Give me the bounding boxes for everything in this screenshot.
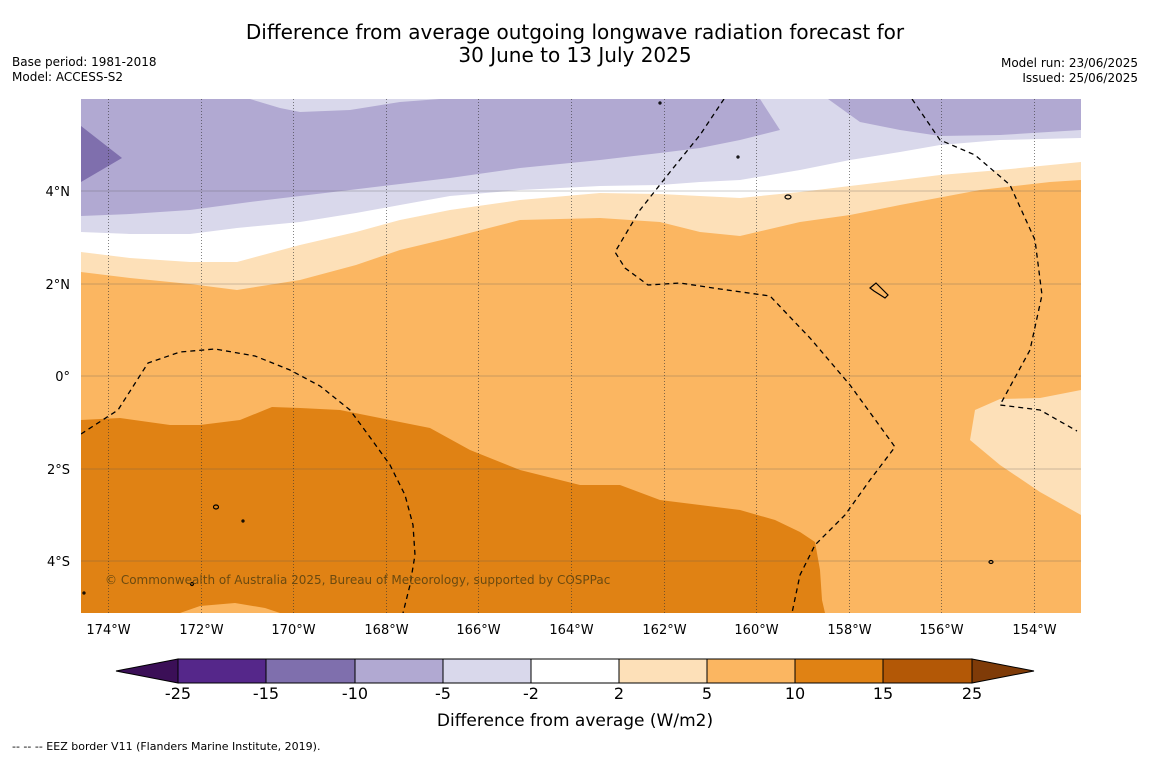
colorbar-tick: -25 bbox=[165, 684, 191, 703]
lon-label: 162°W bbox=[642, 623, 686, 638]
colorbar-tick: 2 bbox=[614, 684, 624, 703]
colorbar-swatch bbox=[882, 658, 973, 684]
colorbar-title: Difference from average (W/m2) bbox=[437, 711, 713, 731]
lon-label: 166°W bbox=[456, 623, 500, 638]
colorbar-swatch bbox=[442, 658, 532, 684]
lat-label: 2°N bbox=[46, 278, 71, 293]
longitude-labels: 174°W 172°W 170°W 168°W 166°W 164°W 162°… bbox=[86, 623, 1056, 638]
issued-date: Issued: 25/06/2025 bbox=[1022, 71, 1138, 85]
lat-label: 0° bbox=[55, 370, 70, 385]
band-minus10-minus5 bbox=[81, 99, 780, 216]
lon-label: 164°W bbox=[549, 623, 593, 638]
colorbar-tick: -5 bbox=[435, 684, 451, 703]
islands bbox=[82, 101, 994, 595]
colorbar bbox=[115, 658, 1035, 684]
eez-footnote: -- -- -- EEZ border V11 (Flanders Marine… bbox=[12, 740, 321, 753]
lat-label: 4°N bbox=[46, 185, 71, 200]
colorbar-tick: -10 bbox=[342, 684, 368, 703]
base-period: Base period: 1981-2018 bbox=[12, 55, 157, 69]
title-line-2: 30 June to 13 July 2025 bbox=[458, 43, 692, 67]
band-minus15-minus10 bbox=[81, 126, 122, 182]
model-name: Model: ACCESS-S2 bbox=[12, 70, 124, 84]
band-15-25-blob bbox=[180, 603, 280, 613]
colorbar-swatch bbox=[177, 658, 267, 684]
lon-label: 170°W bbox=[271, 623, 315, 638]
model-run: Model run: 23/06/2025 bbox=[1000, 56, 1138, 70]
colorbar-tick: 15 bbox=[873, 684, 893, 703]
colorbar-swatch bbox=[530, 658, 620, 684]
band-minus10-minus5-east bbox=[828, 99, 1081, 136]
lon-label: 158°W bbox=[827, 623, 871, 638]
title-line-1: Difference from average outgoing longwav… bbox=[245, 20, 905, 44]
colorbar-tick: 25 bbox=[962, 684, 982, 703]
colorbar-high-extension bbox=[971, 658, 1035, 684]
colorbar-swatch bbox=[354, 658, 444, 684]
lon-label: 160°W bbox=[734, 623, 778, 638]
band-2-5-southeast bbox=[970, 390, 1081, 515]
lat-label: 4°S bbox=[47, 555, 70, 570]
colorbar-swatch bbox=[618, 658, 708, 684]
copyright-notice: © Commonwealth of Australia 2025, Bureau… bbox=[105, 573, 610, 587]
colorbar-swatch bbox=[265, 658, 356, 684]
latitude-lines bbox=[81, 190, 1081, 562]
olr-anomaly-field bbox=[81, 99, 1081, 613]
lon-label: 174°W bbox=[86, 623, 130, 638]
latitude-labels: 4°N 2°N 0° 2°S 4°S bbox=[46, 185, 71, 570]
lon-label: 168°W bbox=[364, 623, 408, 638]
colorbar-low-extension bbox=[115, 658, 179, 684]
colorbar-tick: 5 bbox=[702, 684, 712, 703]
colorbar-swatch bbox=[706, 658, 796, 684]
colorbar-tick: 10 bbox=[785, 684, 805, 703]
colorbar-tick-labels: -25 -15 -10 -5 -2 2 5 10 15 25 bbox=[165, 684, 982, 703]
band-10-15 bbox=[81, 407, 825, 613]
lon-label: 154°W bbox=[1012, 623, 1056, 638]
eez-borders bbox=[81, 99, 1078, 613]
lat-label: 2°S bbox=[47, 463, 70, 478]
colorbar-swatch bbox=[794, 658, 884, 684]
colorbar-tick: -2 bbox=[523, 684, 539, 703]
colorbar-tick: -15 bbox=[253, 684, 279, 703]
lon-label: 156°W bbox=[919, 623, 963, 638]
lon-label: 172°W bbox=[179, 623, 223, 638]
